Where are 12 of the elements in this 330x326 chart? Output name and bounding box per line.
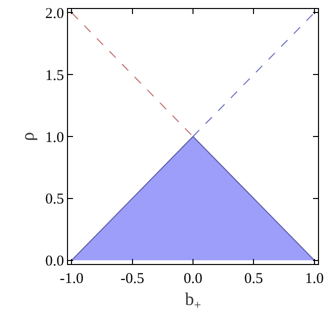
x-tick-label: -0.5 [120,271,144,287]
y-axis-title: ρ [17,132,38,141]
y-tick-label: 0.5 [45,192,64,208]
y-tick-label: 2.0 [45,6,64,22]
x-tick-label: 1.0 [304,271,324,287]
y-tick-label: 1.0 [45,130,64,146]
x-tick-label: 0.5 [244,271,264,287]
y-tick-label: 1.5 [45,68,64,84]
y-tick-label: 0.0 [45,254,64,270]
x-tick-label: -1.0 [60,271,84,287]
x-axis-title: b$_{+}$ [184,289,202,312]
x-tick-label: 0.0 [184,271,202,287]
